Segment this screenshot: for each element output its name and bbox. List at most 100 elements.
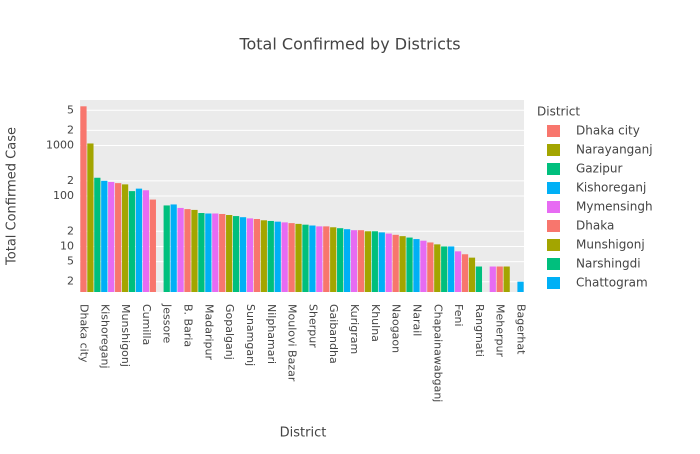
bar: [149, 199, 156, 292]
bar: [461, 254, 469, 292]
bar: [448, 246, 455, 292]
bar: [323, 226, 330, 292]
x-tick-label: Nilphamari: [265, 304, 278, 364]
bar: [350, 230, 358, 292]
x-tick-label: Bagerhat: [515, 304, 528, 355]
bar: [392, 234, 399, 292]
bar: [219, 213, 226, 292]
y-tick-label: 2: [67, 123, 74, 136]
bar: [108, 181, 115, 292]
bar: [427, 242, 434, 292]
bar: [232, 216, 240, 292]
x-tick-label: B. Baria: [182, 304, 195, 347]
legend-title: District: [537, 105, 580, 119]
x-tick-label: Gopalganj: [223, 304, 236, 360]
legend-label: Kishoreganj: [576, 181, 646, 195]
bar: [157, 292, 163, 297]
y-tick-label: 10: [60, 239, 74, 252]
bar: [191, 209, 198, 292]
bar: [441, 246, 448, 292]
y-tick-label: 2: [67, 224, 74, 237]
bar: [177, 207, 184, 292]
x-tick-label: Rangmati: [473, 304, 486, 357]
bar: [115, 183, 122, 292]
legend-swatch: [547, 182, 560, 194]
legend-swatch: [547, 277, 560, 289]
x-tick-label: Kishoreganj: [98, 304, 111, 369]
y-tick-label: 2: [67, 275, 74, 288]
bar: [454, 251, 462, 292]
legend-swatch: [547, 163, 560, 175]
bar: [434, 244, 441, 292]
x-tick-label: Naogaon: [390, 304, 403, 353]
bar: [343, 229, 351, 292]
bar: [135, 188, 143, 292]
bar: [420, 240, 427, 292]
bar: [163, 205, 170, 292]
legend-swatch: [547, 125, 560, 137]
x-tick-label: Feni: [452, 304, 465, 327]
bar: [205, 213, 212, 292]
legend-swatch: [547, 201, 560, 213]
bar: [246, 218, 254, 292]
bar: [198, 213, 205, 292]
bar: [142, 190, 150, 292]
bar: [184, 209, 191, 292]
legend-label: Mymensingh: [576, 200, 653, 214]
x-tick-label: Kurigram: [348, 304, 361, 354]
legend-swatch: [547, 258, 560, 270]
bar: [406, 237, 413, 292]
x-tick-label: Sherpur: [306, 304, 319, 348]
bar: [316, 226, 323, 292]
bar: [503, 266, 510, 292]
x-tick-label: Narail: [410, 304, 423, 336]
bar: [295, 223, 302, 292]
y-tick-label: 1000: [46, 139, 74, 152]
x-tick-label: Gaibandha: [327, 304, 340, 364]
bar: [101, 180, 108, 292]
bar: [253, 218, 261, 292]
bar: [309, 225, 316, 292]
bar: [496, 266, 503, 292]
x-tick-label: Munshigonj: [119, 304, 132, 367]
bar: [364, 231, 372, 292]
legend-swatch: [547, 220, 560, 232]
bar: [475, 266, 483, 292]
x-tick-label: Meherpur: [494, 304, 507, 357]
bar: [281, 222, 288, 292]
chart-title: Total Confirmed by Districts: [238, 35, 460, 54]
bar: [288, 223, 295, 292]
bar: [378, 232, 385, 292]
legend-swatch: [547, 239, 560, 251]
legend-label: Narayanganj: [576, 143, 653, 157]
bar: [357, 230, 365, 292]
x-tick-label: Jessore: [161, 303, 174, 343]
bar: [413, 239, 420, 292]
bar: [87, 143, 94, 292]
bar: [302, 224, 309, 292]
x-axis-title: District: [280, 426, 327, 441]
legend-label: Narshingdi: [576, 257, 641, 271]
legend-label: Gazipur: [576, 162, 623, 176]
bar: [170, 204, 177, 292]
x-tick-label: Cumilla: [140, 304, 153, 345]
y-tick-label: 5: [67, 255, 74, 268]
bar: [94, 177, 101, 292]
bar: [337, 228, 344, 292]
bar: [517, 281, 524, 292]
y-tick-label: 5: [67, 103, 74, 116]
x-tick-label: Sunamganj: [244, 304, 257, 366]
bar: [371, 231, 378, 292]
x-tick-label: Chapainawabganj: [431, 304, 444, 402]
bar: [121, 184, 129, 292]
legend-swatch: [547, 144, 560, 156]
bar: [510, 292, 516, 297]
bar: [330, 227, 337, 292]
bar: [483, 292, 489, 297]
bar: [80, 106, 87, 292]
bar: [212, 213, 219, 292]
x-tick-label: Madaripur: [202, 304, 215, 360]
y-axis-title: Total Confirmed Case: [5, 127, 20, 266]
bar: [128, 191, 136, 292]
